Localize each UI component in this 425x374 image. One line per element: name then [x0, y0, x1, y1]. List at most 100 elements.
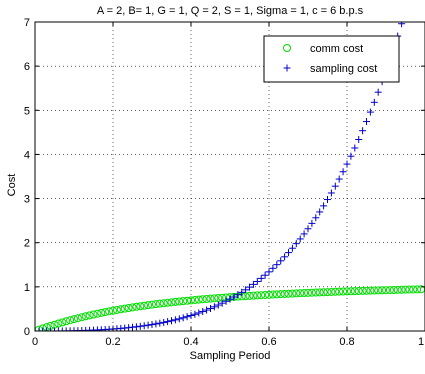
data-point [374, 88, 382, 96]
y-tick-label: 1 [24, 282, 30, 294]
y-tick-label: 3 [24, 194, 30, 206]
data-point [284, 289, 293, 298]
legend-marker-comm-cost [283, 44, 291, 52]
y-tick-label: 5 [24, 105, 30, 117]
data-point [222, 297, 230, 305]
data-point [58, 318, 67, 327]
data-point [148, 300, 156, 309]
data-point [199, 308, 207, 316]
data-point [85, 311, 94, 320]
data-point [378, 286, 387, 295]
data-point [323, 288, 332, 297]
data-point [203, 306, 211, 314]
data-point [66, 316, 75, 325]
data-point [195, 309, 203, 317]
data-point [167, 298, 176, 307]
data-point [277, 257, 285, 265]
x-tick-label: 0.4 [183, 336, 198, 348]
data-point [210, 303, 218, 311]
data-point [292, 240, 300, 248]
data-point [413, 285, 422, 294]
data-point [331, 287, 340, 296]
data-point [183, 313, 191, 321]
data-point [230, 293, 238, 301]
data-point [339, 287, 348, 296]
data-point [261, 271, 269, 279]
data-point [105, 307, 114, 316]
x-tick-label: 0.6 [261, 336, 276, 348]
data-point [35, 327, 43, 331]
data-point [179, 297, 188, 306]
data-point [73, 314, 82, 323]
data-point [214, 294, 223, 303]
data-point [269, 264, 277, 272]
data-point [191, 310, 199, 318]
data-point [144, 321, 152, 329]
legend-label-sampling-cost: sampling cost [310, 63, 377, 75]
data-point [268, 290, 277, 299]
data-point [311, 288, 320, 297]
data-point [300, 289, 309, 298]
y-tick-label: 0 [24, 326, 30, 338]
data-point [362, 286, 371, 295]
data-point [124, 304, 133, 313]
data-point [214, 301, 222, 309]
data-point [171, 316, 179, 324]
legend-symbol-plus [283, 64, 291, 72]
data-point [140, 301, 149, 310]
data-point [97, 308, 106, 317]
data-point [218, 299, 226, 307]
data-point [253, 277, 261, 285]
data-point [296, 235, 304, 243]
data-point [207, 304, 214, 312]
data-point [351, 144, 359, 152]
data-point [398, 22, 406, 28]
data-point [331, 182, 339, 190]
data-point [292, 289, 301, 298]
legend-marker-sampling-cost [283, 64, 291, 72]
data-point [246, 283, 253, 291]
data-point [136, 322, 144, 330]
data-point [319, 288, 328, 297]
data-point [327, 287, 336, 296]
data-point [281, 253, 289, 261]
data-point [234, 291, 242, 299]
x-tick-label: 0 [32, 336, 38, 348]
data-point [163, 298, 172, 307]
data-point [183, 296, 192, 305]
data-point [168, 317, 175, 325]
data-point [304, 225, 312, 233]
data-point [359, 127, 367, 135]
data-point [152, 320, 160, 328]
plot-border [34, 21, 425, 332]
data-point [81, 312, 90, 321]
data-point [296, 289, 305, 298]
x-axis-label: Sampling Period [190, 350, 271, 362]
data-point [257, 291, 266, 300]
data-point [374, 286, 383, 295]
data-point [324, 196, 331, 204]
legend-symbol-circle [283, 44, 291, 52]
data-point [343, 287, 351, 296]
data-point [136, 302, 145, 311]
data-point [401, 285, 410, 294]
data-point [406, 0, 413, 1]
data-point [175, 297, 184, 306]
data-point [335, 175, 343, 183]
data-point [335, 287, 344, 296]
data-point [171, 297, 180, 306]
data-point [249, 291, 258, 300]
data-point [307, 288, 316, 297]
data-point [385, 286, 394, 295]
legend-box [263, 35, 400, 83]
data-point [339, 168, 347, 176]
data-point [54, 319, 63, 328]
data-point [206, 294, 215, 303]
data-point [253, 291, 262, 300]
data-point [389, 285, 398, 294]
data-point [312, 214, 320, 222]
data-point [242, 286, 250, 294]
data-point [62, 317, 71, 326]
data-point [354, 287, 363, 296]
